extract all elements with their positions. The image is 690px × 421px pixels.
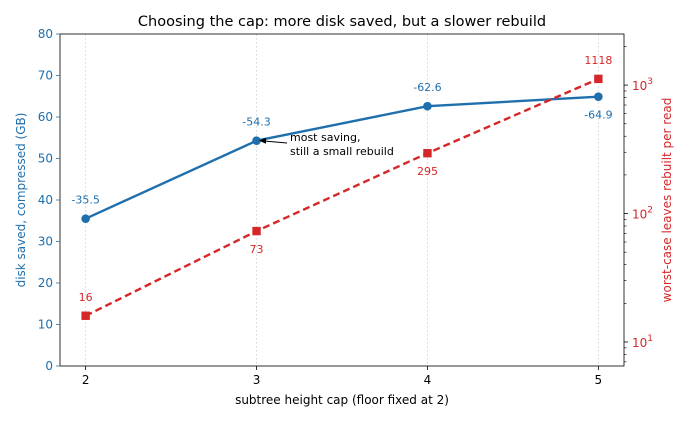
x-axis-label: subtree height cap (floor fixed at 2) <box>235 393 449 407</box>
x-tick-label-3: 3 <box>253 373 261 387</box>
annotation-arrow-shaft <box>263 140 288 144</box>
disk-saved-line <box>85 95 599 220</box>
disk-saved-label-3: -54.3 <box>242 116 270 129</box>
y-right-tick-label-10: 101 <box>632 334 653 350</box>
x-tick-label-5: 5 <box>595 373 603 387</box>
y-left-tick-label-80: 80 <box>38 27 53 41</box>
disk-saved-point-5 <box>594 92 603 101</box>
annotation: most saving, still a small rebuild <box>259 131 394 158</box>
y-axis-right-label: worst-case leaves rebuilt per read <box>660 98 674 303</box>
y-left-tick-label-10: 10 <box>38 318 53 332</box>
y-right-tick-label-100: 102 <box>632 206 653 222</box>
leaves-rebuilt-label-3: 73 <box>250 243 264 256</box>
y-left-tick-label-20: 20 <box>38 276 53 290</box>
plot-frame <box>59 33 625 367</box>
series-layer <box>81 74 603 320</box>
disk-saved-point-3 <box>252 136 261 145</box>
chart-title: Choosing the cap: more disk saved, but a… <box>138 14 546 30</box>
annotation-line-1: most saving, <box>290 131 360 144</box>
grid <box>85 34 599 366</box>
leaves-rebuilt-label-2: 16 <box>79 291 93 304</box>
y-left-tick-label-0: 0 <box>45 359 53 373</box>
y-left-tick-label-30: 30 <box>38 235 53 249</box>
annotation-line-2: still a small rebuild <box>290 145 394 158</box>
leaves-rebuilt-line <box>85 77 599 317</box>
y-axis-left-label: disk saved, compressed (GB) <box>14 113 28 288</box>
y-right-tick-label-1000: 103 <box>632 77 653 93</box>
x-tick-label-2: 2 <box>82 373 90 387</box>
disk-saved-label-5: -64.9 <box>584 109 612 122</box>
disk-saved-point-2 <box>81 214 90 223</box>
y-left-tick-label-40: 40 <box>38 193 53 207</box>
disk-saved-point-4 <box>423 101 432 111</box>
y-left-tick-label-60: 60 <box>38 110 53 124</box>
y-left-tick-label-70: 70 <box>38 69 53 83</box>
leaves-rebuilt-point-4 <box>423 149 432 158</box>
disk-saved-label-4: -62.6 <box>413 81 441 94</box>
leaves-rebuilt-point-5 <box>594 74 603 84</box>
x-tick-label-4: 4 <box>424 373 432 387</box>
leaves-rebuilt-label-5: 1118 <box>584 54 612 67</box>
y-left-tick-label-50: 50 <box>38 152 53 166</box>
annotation-arrowhead <box>259 137 266 144</box>
data-labels: -35.5 -54.3 -62.6 -64.9 16 73 295 1118 <box>71 54 612 304</box>
leaves-rebuilt-point-2 <box>81 311 90 320</box>
leaves-rebuilt-point-3 <box>252 226 261 236</box>
disk-saved-label-2: -35.5 <box>71 194 99 207</box>
leaves-rebuilt-label-4: 295 <box>417 165 438 178</box>
